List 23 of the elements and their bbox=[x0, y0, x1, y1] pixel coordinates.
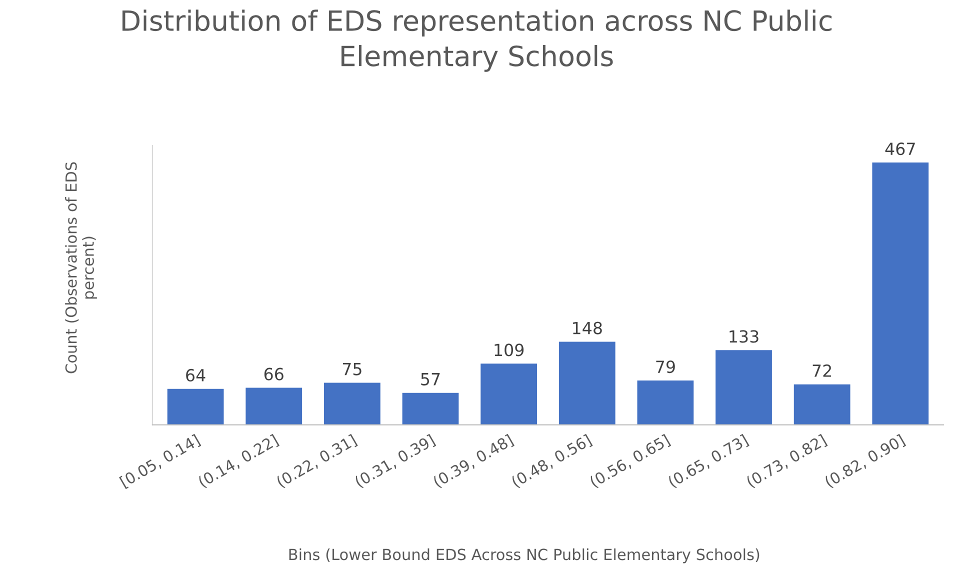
bar bbox=[402, 392, 459, 425]
bar bbox=[480, 364, 538, 425]
data-label: 64 bbox=[186, 368, 206, 382]
bar bbox=[872, 162, 929, 425]
bar bbox=[246, 388, 302, 425]
y-axis-title: Count (Observations of EDS percent) bbox=[65, 162, 97, 374]
chart-title: Distribution of EDS representation across NC Public Elementary Schools bbox=[122, 10, 832, 72]
data-label: 109 bbox=[494, 344, 524, 356]
data-label: 66 bbox=[264, 368, 284, 380]
data-label: 75 bbox=[342, 362, 362, 376]
bar bbox=[637, 380, 694, 425]
bar bbox=[558, 342, 616, 425]
data-label: 148 bbox=[573, 322, 602, 334]
data-label: 72 bbox=[812, 364, 832, 377]
data-label: 79 bbox=[656, 360, 675, 374]
data-label: 467 bbox=[885, 142, 915, 156]
bar bbox=[167, 388, 224, 425]
data-label: 57 bbox=[421, 373, 440, 386]
bar bbox=[716, 350, 772, 425]
bar bbox=[794, 384, 850, 425]
data-label: 133 bbox=[730, 330, 758, 343]
x-axis-title: Bins (Lower Bound EDS Across NC Public Elementary Schools) bbox=[289, 548, 760, 564]
bar bbox=[324, 382, 380, 425]
